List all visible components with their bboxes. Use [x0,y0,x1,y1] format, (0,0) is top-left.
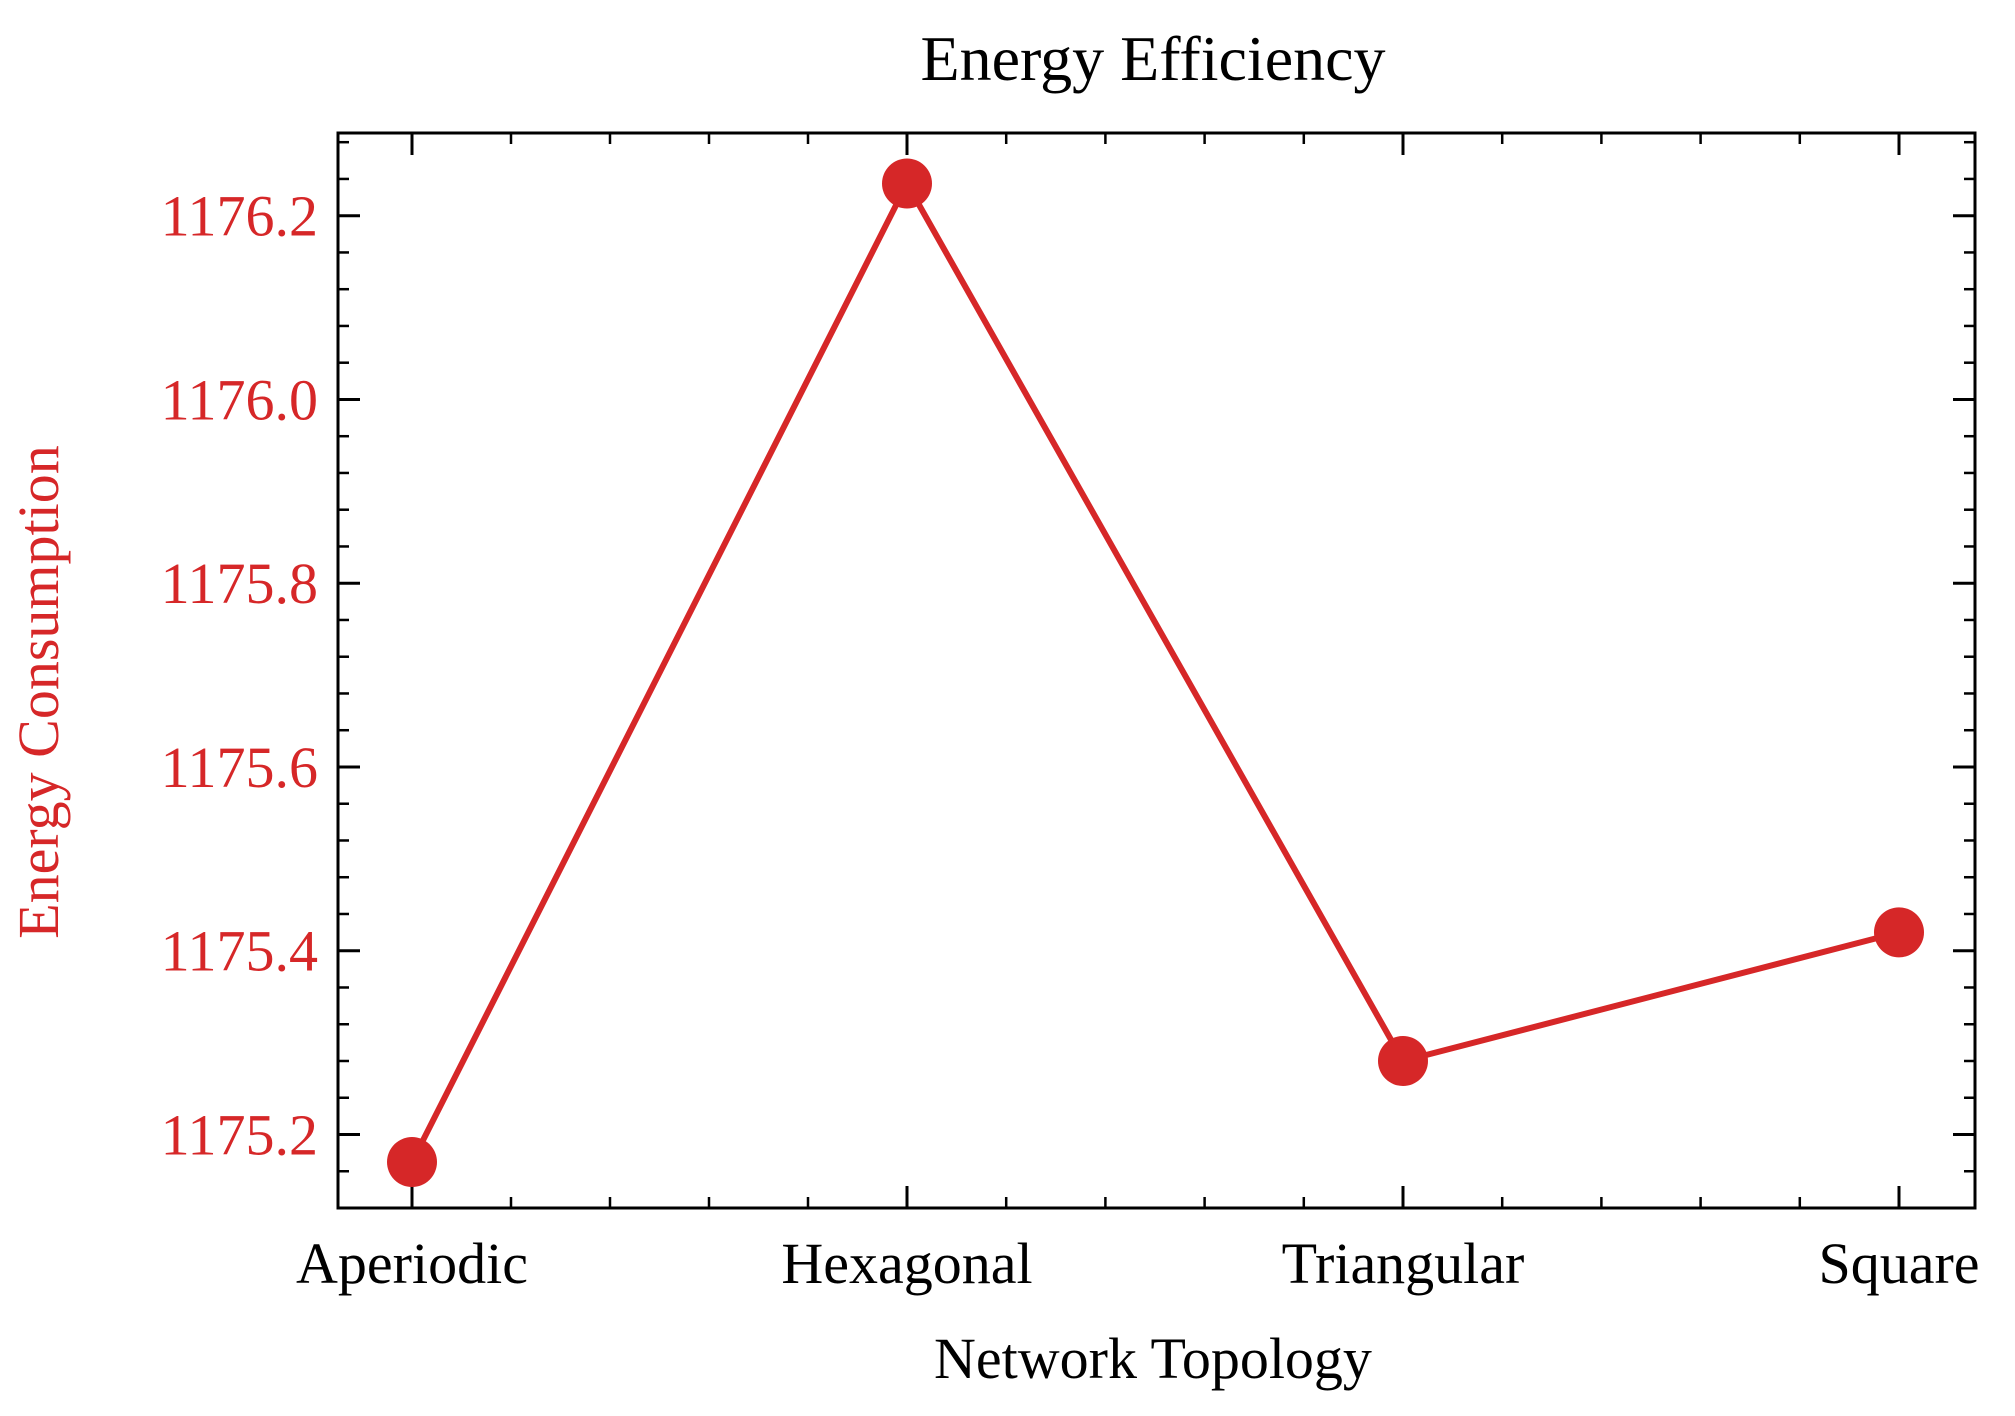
x-axis-label: Network Topology [934,1326,1372,1391]
y-tick-label: 1175.2 [161,1102,318,1167]
data-point [387,1137,437,1188]
y-tick-label: 1175.4 [161,919,318,984]
y-tick-label: 1176.0 [161,367,318,432]
y-tick-label: 1175.8 [161,551,318,616]
x-tick-label: Triangular [1282,1231,1525,1296]
x-tick-label: Hexagonal [781,1231,1032,1296]
y-tick-label: 1176.2 [161,184,318,249]
plot-area: Aperiodic Hexagonal Triangular Square 1175.2… [161,131,1980,1296]
plot-frame [336,131,1977,1210]
data-point [1874,907,1924,958]
y-axis-label: Energy Consumption [6,445,71,939]
data-point [882,158,932,209]
series-line [409,180,1900,1164]
x-tick-label: Aperiodic [296,1231,528,1296]
y-tick-label: 1175.6 [161,735,318,800]
chart-title: Energy Efficiency [921,23,1386,94]
data-point [1378,1035,1428,1086]
x-tick-label: Square [1818,1231,1979,1296]
